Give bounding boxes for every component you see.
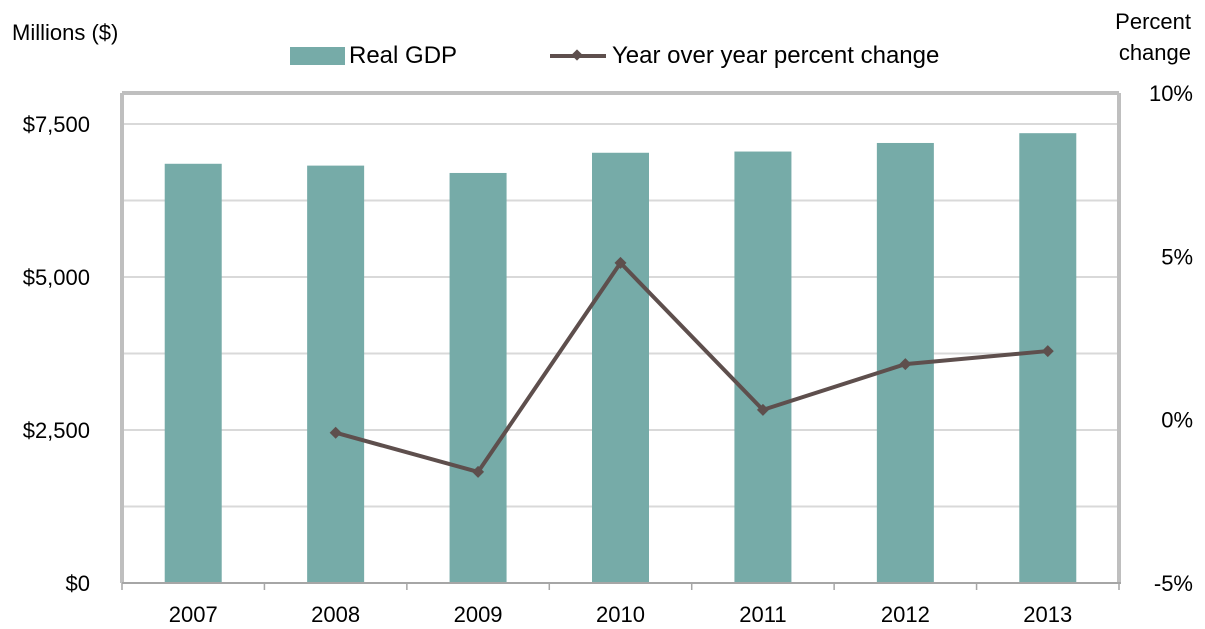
right-axis-title-line-1: Percent: [1115, 9, 1191, 34]
left-tick-label: $5,000: [23, 265, 90, 290]
legend-swatch-bar: [290, 47, 345, 65]
x-tick-label: 2010: [596, 602, 645, 627]
percent-change-line: [335, 260, 1048, 474]
legend-label-real-gdp: Real GDP: [349, 42, 458, 69]
right-axis-title: Percent change: [1071, 6, 1191, 68]
right-tick-label: 5%: [1161, 244, 1193, 269]
bar-2013: [1019, 133, 1077, 583]
legend-swatch-line: [550, 47, 606, 65]
left-tick-label: $0: [66, 571, 90, 596]
percent-change-point-2008: [329, 426, 342, 439]
legend-item-real-gdp: Real GDP: [290, 40, 457, 72]
x-tick-label: 2008: [311, 602, 360, 627]
x-tick-label: 2012: [881, 602, 930, 627]
right-tick-label: -5%: [1154, 571, 1193, 596]
bar-2011: [734, 151, 792, 584]
bar-2010: [592, 152, 649, 583]
x-tick-label: 2007: [169, 602, 218, 627]
right-axis-title-line-2: change: [1118, 40, 1191, 65]
left-tick-label: $2,500: [23, 418, 90, 443]
percent-change-point-2010: [614, 256, 627, 269]
bar-2007: [164, 163, 222, 583]
percent-change-point-2011: [756, 403, 769, 416]
x-tick-label: 2009: [454, 602, 503, 627]
left-tick-label: $7,500: [23, 112, 90, 137]
right-tick-label: 0%: [1161, 408, 1193, 433]
legend-item-percent-change: Year over year percent change: [550, 40, 939, 72]
percent-change-point-2009: [472, 465, 485, 478]
left-axis-title: Millions ($): [12, 20, 119, 45]
bar-2009: [449, 172, 507, 583]
x-tick-label: 2013: [1023, 602, 1072, 627]
x-tick-label: 2011: [739, 602, 786, 627]
right-tick-label: 10%: [1149, 81, 1193, 106]
percent-change-point-2013: [1041, 345, 1054, 358]
percent-change-point-2012: [899, 358, 912, 371]
legend-label-percent-change: Year over year percent change: [612, 42, 940, 69]
bar-2008: [307, 165, 365, 583]
